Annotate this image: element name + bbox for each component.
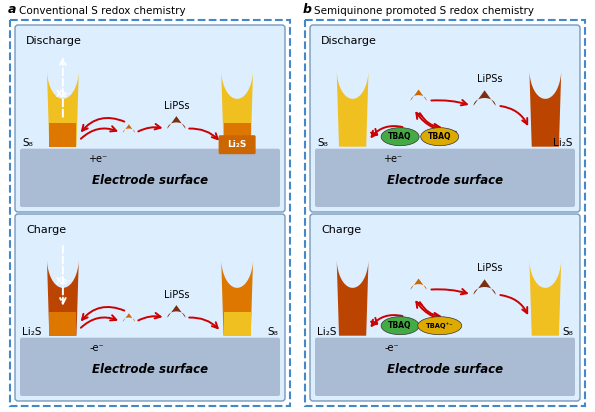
Polygon shape <box>167 116 186 129</box>
FancyBboxPatch shape <box>20 338 280 396</box>
Text: Conventional S redox chemistry: Conventional S redox chemistry <box>19 6 186 16</box>
Bar <box>224 123 250 147</box>
Ellipse shape <box>381 128 419 146</box>
Text: TBAQ: TBAQ <box>428 132 452 141</box>
Bar <box>305 20 585 406</box>
Text: TBAQ⁺⁻: TBAQ⁺⁻ <box>426 322 453 329</box>
Polygon shape <box>221 68 253 147</box>
Text: Electrode surface: Electrode surface <box>92 174 208 187</box>
Ellipse shape <box>381 317 419 335</box>
FancyBboxPatch shape <box>15 214 285 401</box>
Text: -e⁻: -e⁻ <box>385 343 399 353</box>
Text: Xe⁻: Xe⁻ <box>56 90 72 99</box>
Polygon shape <box>167 305 186 318</box>
Text: a: a <box>8 3 17 16</box>
Bar <box>224 312 250 336</box>
FancyBboxPatch shape <box>315 149 575 207</box>
Text: Charge: Charge <box>26 225 66 235</box>
Polygon shape <box>474 90 496 106</box>
Text: LiPSs: LiPSs <box>164 290 189 300</box>
Polygon shape <box>47 258 79 336</box>
Text: LiPSs: LiPSs <box>477 263 502 273</box>
FancyBboxPatch shape <box>310 25 580 212</box>
Text: Discharge: Discharge <box>321 36 377 46</box>
Text: S₈: S₈ <box>22 138 33 147</box>
Text: Li₂S: Li₂S <box>317 327 337 337</box>
Text: S₈: S₈ <box>267 327 278 337</box>
Text: +e⁻: +e⁻ <box>87 154 107 164</box>
Text: Electrode surface: Electrode surface <box>387 174 503 187</box>
Bar <box>49 123 77 147</box>
Polygon shape <box>47 68 79 147</box>
Text: Li₂S: Li₂S <box>22 327 42 337</box>
Polygon shape <box>530 258 561 336</box>
FancyBboxPatch shape <box>218 135 256 154</box>
Text: Electrode surface: Electrode surface <box>387 363 503 376</box>
Bar <box>49 312 77 336</box>
Text: LiPSs: LiPSs <box>477 74 502 84</box>
Polygon shape <box>221 258 253 336</box>
Polygon shape <box>411 279 427 290</box>
Polygon shape <box>337 258 368 336</box>
Polygon shape <box>123 124 135 133</box>
Bar <box>10 20 290 406</box>
Text: LiPSs: LiPSs <box>164 101 189 111</box>
Text: -e⁻: -e⁻ <box>90 343 105 353</box>
Text: S₈: S₈ <box>562 327 573 337</box>
Text: +e⁻: +e⁻ <box>383 154 402 164</box>
Polygon shape <box>123 313 135 322</box>
Text: Li₂S: Li₂S <box>227 140 247 149</box>
Polygon shape <box>530 68 561 147</box>
Polygon shape <box>474 279 496 295</box>
Text: S₈: S₈ <box>317 138 328 147</box>
Ellipse shape <box>421 128 459 146</box>
Text: Charge: Charge <box>321 225 361 235</box>
FancyBboxPatch shape <box>20 149 280 207</box>
Text: TBAQ: TBAQ <box>389 132 412 141</box>
Text: Xe⁻: Xe⁻ <box>56 277 72 286</box>
FancyBboxPatch shape <box>15 25 285 212</box>
Polygon shape <box>411 89 427 101</box>
Text: Semiquinone promoted S redox chemistry: Semiquinone promoted S redox chemistry <box>314 6 534 16</box>
FancyBboxPatch shape <box>315 338 575 396</box>
Polygon shape <box>337 68 368 147</box>
Text: Discharge: Discharge <box>26 36 82 46</box>
Text: b: b <box>303 3 312 16</box>
FancyBboxPatch shape <box>310 214 580 401</box>
Text: TBAQ: TBAQ <box>389 321 412 330</box>
Text: Electrode surface: Electrode surface <box>92 363 208 376</box>
Ellipse shape <box>418 317 462 335</box>
Text: Li₂S: Li₂S <box>553 138 573 147</box>
